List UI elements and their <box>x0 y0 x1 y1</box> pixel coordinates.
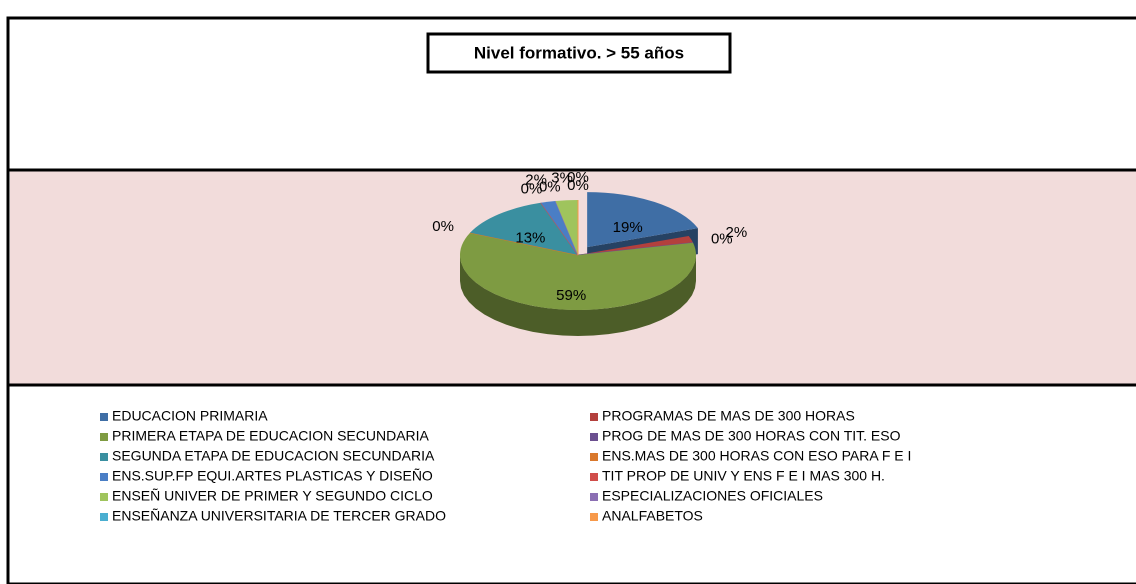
legend-swatch <box>590 413 598 421</box>
legend-swatch <box>590 513 598 521</box>
data-label: 19% <box>613 219 643 236</box>
data-label: 0% <box>539 178 561 195</box>
chart-title: Nivel formativo. > 55 años <box>474 43 684 62</box>
legend-label: ESPECIALIZACIONES OFICIALES <box>602 488 823 504</box>
legend-label: ANALFABETOS <box>602 508 703 524</box>
legend-label: ENS.SUP.FP EQUI.ARTES PLASTICAS Y DISEÑO <box>112 468 433 484</box>
data-label: 3% <box>551 169 573 186</box>
legend-swatch <box>100 433 108 441</box>
legend-label: EDUCACION PRIMARIA <box>112 408 268 424</box>
data-label: 0% <box>567 177 589 194</box>
data-label: 0% <box>521 181 543 198</box>
legend-label: PROG DE MAS DE 300 HORAS CON TIT. ESO <box>602 428 901 444</box>
legend-swatch <box>100 473 108 481</box>
slice <box>540 201 578 255</box>
legend-swatch <box>100 413 108 421</box>
legend-label: ENSEÑANZA UNIVERSITARIA DE TERCER GRADO <box>112 508 446 524</box>
legend-swatch <box>100 453 108 461</box>
data-label: 13% <box>515 230 545 247</box>
legend-swatch <box>590 453 598 461</box>
slice <box>555 200 578 255</box>
legend-swatch <box>590 493 598 501</box>
legend-label: SEGUNDA ETAPA DE EDUCACION SECUNDARIA <box>112 448 435 464</box>
legend-label: ENSEÑ UNIVER DE PRIMER Y SEGUNDO CICLO <box>112 488 433 504</box>
data-label: 59% <box>556 287 586 304</box>
legend-swatch <box>100 493 108 501</box>
slice-side <box>460 255 696 336</box>
slice <box>587 192 698 248</box>
slice <box>578 236 694 255</box>
data-label: 0% <box>567 169 589 186</box>
slice <box>470 202 578 255</box>
legend-swatch <box>590 473 598 481</box>
data-label: 0% <box>432 218 454 235</box>
slice <box>460 232 696 310</box>
legend-label: ENS.MAS DE 300 HORAS CON ESO PARA F E I <box>602 448 911 464</box>
legend-label: PROGRAMAS DE MAS DE 300 HORAS <box>602 408 855 424</box>
data-label: 2% <box>525 171 547 188</box>
data-label: 2% <box>726 224 748 241</box>
data-label: 0% <box>711 231 733 248</box>
legend-label: TIT PROP DE UNIV Y ENS F E I MAS 300 H. <box>602 468 885 484</box>
legend-label: PRIMERA ETAPA DE EDUCACION SECUNDARIA <box>112 428 430 444</box>
legend-swatch <box>100 513 108 521</box>
title-box <box>426 32 732 74</box>
legend-swatch <box>590 433 598 441</box>
